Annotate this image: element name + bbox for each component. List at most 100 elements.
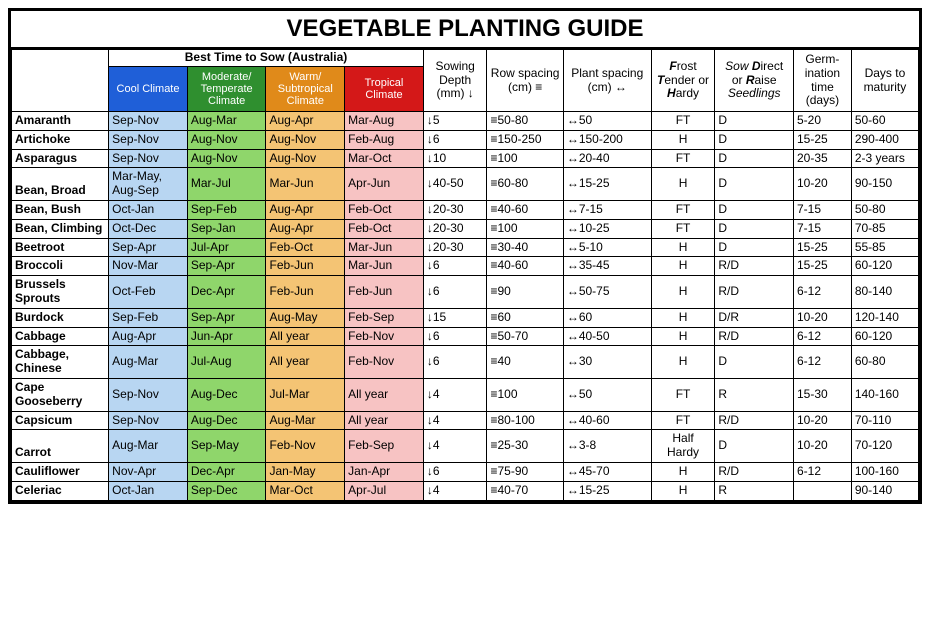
- climate-cell: Mar-Oct: [266, 481, 345, 500]
- climate-cell: Feb-Sep: [345, 308, 424, 327]
- climate-cell: All year: [345, 379, 424, 412]
- vegetable-name: Celeriac: [12, 481, 109, 500]
- climate-cell: Mar-Aug: [345, 112, 424, 131]
- table-row: CarrotAug-MarSep-MayFeb-NovFeb-Sep↓4≡25-…: [12, 430, 919, 463]
- depth-cell: ↓20-30: [423, 201, 487, 220]
- row-spacing-cell: ≡40-60: [487, 257, 563, 276]
- sow-cell: D: [715, 130, 794, 149]
- climate-cell: Jul-Apr: [187, 238, 266, 257]
- germ-cell: 6-12: [794, 276, 852, 309]
- germ-cell: 15-25: [794, 130, 852, 149]
- climate-cell: Jun-Apr: [187, 327, 266, 346]
- plant-spacing-cell: ↔7-15: [563, 201, 651, 220]
- sow-cell: R/D: [715, 463, 794, 482]
- vegetable-name: Cape Gooseberry: [12, 379, 109, 412]
- row-spacing-cell: ≡90: [487, 276, 563, 309]
- climate-cell: Oct-Jan: [109, 481, 188, 500]
- header-sow-type: Sow Direct or Raise Seedlings: [715, 50, 794, 112]
- table-row: AmaranthSep-NovAug-MarAug-AprMar-Aug↓5≡5…: [12, 112, 919, 131]
- climate-cell: Feb-Oct: [345, 219, 424, 238]
- depth-cell: ↓6: [423, 130, 487, 149]
- climate-cell: Aug-Mar: [109, 430, 188, 463]
- planting-table: Best Time to Sow (Australia) Sowing Dept…: [11, 49, 919, 501]
- table-row: CeleriacOct-JanSep-DecMar-OctApr-Jul↓4≡4…: [12, 481, 919, 500]
- vegetable-name: Asparagus: [12, 149, 109, 168]
- germ-cell: 10-20: [794, 168, 852, 201]
- sow-cell: D: [715, 201, 794, 220]
- vegetable-name: Brussels Sprouts: [12, 276, 109, 309]
- climate-cell: Nov-Mar: [109, 257, 188, 276]
- depth-cell: ↓5: [423, 112, 487, 131]
- maturity-cell: 50-80: [851, 201, 918, 220]
- vegetable-name: Bean, Broad: [12, 168, 109, 201]
- table-row: Brussels SproutsOct-FebDec-AprFeb-JunFeb…: [12, 276, 919, 309]
- germ-cell: 10-20: [794, 308, 852, 327]
- climate-cell: Aug-Mar: [266, 411, 345, 430]
- climate-cell: Mar-Jul: [187, 168, 266, 201]
- sow-cell: D: [715, 149, 794, 168]
- table-row: AsparagusSep-NovAug-NovAug-NovMar-Oct↓10…: [12, 149, 919, 168]
- climate-cell: Aug-Nov: [187, 130, 266, 149]
- vegetable-name: Amaranth: [12, 112, 109, 131]
- table-row: Bean, ClimbingOct-DecSep-JanAug-AprFeb-O…: [12, 219, 919, 238]
- climate-cell: Aug-Mar: [187, 112, 266, 131]
- vegetable-name: Burdock: [12, 308, 109, 327]
- climate-header-3: Tropical Climate: [345, 66, 424, 111]
- plant-spacing-cell: ↔40-50: [563, 327, 651, 346]
- germ-cell: 15-25: [794, 257, 852, 276]
- header-germination: Germ-ination time (days): [794, 50, 852, 112]
- frost-cell: FT: [651, 411, 715, 430]
- header-maturity: Days to maturity: [851, 50, 918, 112]
- climate-cell: Aug-Nov: [266, 149, 345, 168]
- climate-cell: Sep-May: [187, 430, 266, 463]
- climate-cell: Dec-Apr: [187, 276, 266, 309]
- climate-cell: Sep-Nov: [109, 149, 188, 168]
- climate-cell: Feb-Nov: [266, 430, 345, 463]
- plant-spacing-cell: ↔30: [563, 346, 651, 379]
- plant-spacing-cell: ↔45-70: [563, 463, 651, 482]
- depth-cell: ↓4: [423, 411, 487, 430]
- climate-header-0: Cool Climate: [109, 66, 188, 111]
- maturity-cell: 50-60: [851, 112, 918, 131]
- vegetable-name: Bean, Climbing: [12, 219, 109, 238]
- sow-cell: D: [715, 346, 794, 379]
- climate-cell: Feb-Aug: [345, 130, 424, 149]
- climate-cell: Dec-Apr: [187, 463, 266, 482]
- germ-cell: 6-12: [794, 327, 852, 346]
- frost-cell: Half Hardy: [651, 430, 715, 463]
- germ-cell: 15-30: [794, 379, 852, 412]
- row-spacing-cell: ≡30-40: [487, 238, 563, 257]
- climate-cell: Aug-Apr: [266, 112, 345, 131]
- climate-header-1: Moderate/ Temperate Climate: [187, 66, 266, 111]
- frost-cell: FT: [651, 219, 715, 238]
- sow-cell: R/D: [715, 257, 794, 276]
- maturity-cell: 55-85: [851, 238, 918, 257]
- depth-cell: ↓4: [423, 430, 487, 463]
- climate-cell: Oct-Dec: [109, 219, 188, 238]
- climate-cell: Sep-Nov: [109, 112, 188, 131]
- maturity-cell: 80-140: [851, 276, 918, 309]
- climate-cell: Sep-Nov: [109, 130, 188, 149]
- planting-guide-container: VEGETABLE PLANTING GUIDE Best Time to So…: [8, 8, 922, 504]
- maturity-cell: 90-140: [851, 481, 918, 500]
- climate-cell: Aug-Dec: [187, 379, 266, 412]
- maturity-cell: 60-80: [851, 346, 918, 379]
- frost-cell: H: [651, 327, 715, 346]
- maturity-cell: 290-400: [851, 130, 918, 149]
- row-spacing-cell: ≡75-90: [487, 463, 563, 482]
- frost-cell: H: [651, 238, 715, 257]
- germ-cell: 6-12: [794, 346, 852, 379]
- climate-cell: Feb-Sep: [345, 430, 424, 463]
- sow-cell: R/D: [715, 327, 794, 346]
- climate-cell: Sep-Jan: [187, 219, 266, 238]
- header-sow-group: Best Time to Sow (Australia): [109, 50, 424, 67]
- maturity-cell: 60-120: [851, 327, 918, 346]
- vegetable-name: Broccoli: [12, 257, 109, 276]
- sow-cell: D: [715, 168, 794, 201]
- germ-cell: 7-15: [794, 201, 852, 220]
- table-row: Cape GooseberrySep-NovAug-DecJul-MarAll …: [12, 379, 919, 412]
- climate-cell: Aug-Nov: [187, 149, 266, 168]
- vegetable-name: Cabbage: [12, 327, 109, 346]
- row-spacing-cell: ≡25-30: [487, 430, 563, 463]
- header-vegetable: [12, 50, 109, 112]
